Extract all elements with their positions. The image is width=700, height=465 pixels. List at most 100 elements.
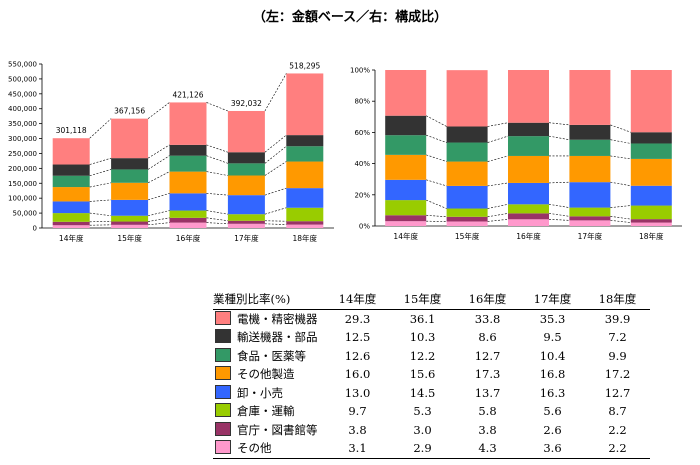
bar-segment (111, 169, 149, 183)
table-row: 倉庫・運輸 9.7 5.3 5.8 5.6 8.7 (213, 402, 650, 421)
bar-segment (286, 207, 324, 222)
series-connector-line (487, 218, 509, 222)
row-label-cell: 電機・精密機器 (213, 309, 325, 328)
table-cell: 12.2 (409, 348, 436, 363)
table-cell: 13.7 (474, 385, 501, 400)
bar-segment (385, 215, 427, 222)
table-header-label: 業種別比率(%) (213, 292, 291, 307)
bar-segment (227, 214, 265, 221)
bar-segment (227, 195, 265, 215)
table-row: 官庁・図書館等 3.8 3.0 3.8 2.6 2.2 (213, 421, 650, 440)
series-connector-line (148, 210, 170, 217)
table-cell: 29.3 (344, 311, 371, 326)
total-data-label: 518,295 (289, 61, 320, 70)
series-connector-line (89, 157, 112, 165)
row-label-cell: その他 (213, 439, 325, 458)
bar-segment (508, 136, 549, 156)
x-tick-label: 14年度 (59, 233, 84, 243)
bar-segment (446, 216, 488, 222)
legend-swatch (215, 440, 231, 455)
row-label-cell: 倉庫・運輸 (213, 402, 325, 421)
row-label-cell: 卸・小売 (213, 384, 325, 403)
table-cell: 7.2 (608, 330, 627, 345)
bar-segment (446, 142, 488, 162)
table-cell: 17.3 (474, 367, 501, 382)
table-cell: 36.1 (409, 311, 436, 326)
bar-segment (630, 185, 672, 206)
bar-segment (385, 200, 427, 216)
x-tick-label: 16年度 (516, 231, 541, 241)
legend-swatch (215, 403, 231, 418)
bar-segment (111, 199, 149, 216)
bar-segment (111, 215, 149, 222)
bar-segment (630, 132, 672, 144)
table-cell: 5.3 (413, 404, 432, 419)
column-header: 16年度 (468, 292, 507, 307)
series-connector-line (206, 193, 228, 196)
table-cell: 3.1 (348, 441, 367, 456)
bar-segment (569, 70, 611, 125)
table-cell: 16.0 (344, 367, 371, 382)
bar-segment (508, 182, 549, 205)
series-connector-line (426, 179, 447, 187)
bar-segment (385, 70, 427, 116)
table-cell: 17.2 (604, 367, 631, 382)
bar-segment (52, 175, 90, 188)
bar-segment (111, 221, 149, 225)
composition-table: 業種別比率(%) 14年度 15年度 16年度 17年度 18年度 電機・精密機… (213, 290, 650, 459)
x-tick-label: 18年度 (293, 233, 318, 243)
bar-segment (446, 126, 488, 143)
table-cell: 2.2 (608, 422, 627, 437)
series-connector-line (89, 212, 112, 217)
bar-segment (630, 219, 672, 223)
series-connector-line (487, 213, 509, 218)
bar-segment (508, 204, 549, 214)
y-tick-label: 150,000 (8, 180, 37, 188)
series-connector-line (89, 199, 112, 202)
bar-segment (385, 154, 427, 180)
row-label: 輸送機器・部品 (237, 330, 318, 345)
series-connector-line (426, 154, 447, 162)
page-title: （左：金額ベース／右：構成比） (252, 10, 448, 25)
row-label-cell: 官庁・図書館等 (213, 421, 325, 440)
table-cell: 33.8 (474, 311, 501, 326)
series-connector-line (487, 122, 509, 127)
row-label: 官庁・図書館等 (237, 422, 318, 437)
y-tick-label: 40% (354, 160, 370, 168)
series-connector-line (206, 102, 229, 112)
series-connector-line (264, 161, 287, 176)
column-header: 17年度 (533, 292, 572, 307)
bar-segment (569, 124, 611, 140)
bar-segment (630, 70, 672, 133)
column-header: 15年度 (403, 292, 442, 307)
y-tick-label: 300,000 (8, 135, 37, 143)
legend-swatch (215, 384, 231, 399)
bar-segment (630, 205, 672, 220)
table-row: 輸送機器・部品 12.5 10.3 8.6 9.5 7.2 (213, 328, 650, 347)
y-tick-label: 350,000 (8, 120, 37, 128)
table-cell: 16.8 (539, 367, 566, 382)
table-cell: 9.9 (608, 348, 627, 363)
bar-segment (169, 193, 207, 211)
table-cell: 13.0 (344, 385, 371, 400)
legend-swatch (215, 421, 231, 436)
bar-segment (630, 158, 672, 186)
bar-segment (52, 164, 90, 176)
row-label: その他 (237, 441, 272, 456)
total-data-label: 301,118 (56, 126, 87, 135)
table-cell: 5.8 (478, 404, 497, 419)
legend-swatch (215, 366, 231, 381)
bar-segment (446, 70, 488, 127)
row-label: 電機・精密機器 (237, 311, 318, 326)
bar-segment (569, 182, 611, 208)
table-header-row: 業種別比率(%) 14年度 15年度 16年度 17年度 18年度 (213, 290, 650, 309)
bar-segment (446, 208, 488, 217)
table-cell: 35.3 (539, 311, 566, 326)
bar-segment (446, 221, 488, 226)
table-row: 食品・医薬等 12.6 12.2 12.7 10.4 9.9 (213, 347, 650, 366)
series-connector-line (147, 102, 170, 119)
table-cell: 8.7 (608, 404, 627, 419)
table-cell: 12.7 (604, 385, 631, 400)
table-cell: 10.4 (539, 348, 566, 363)
